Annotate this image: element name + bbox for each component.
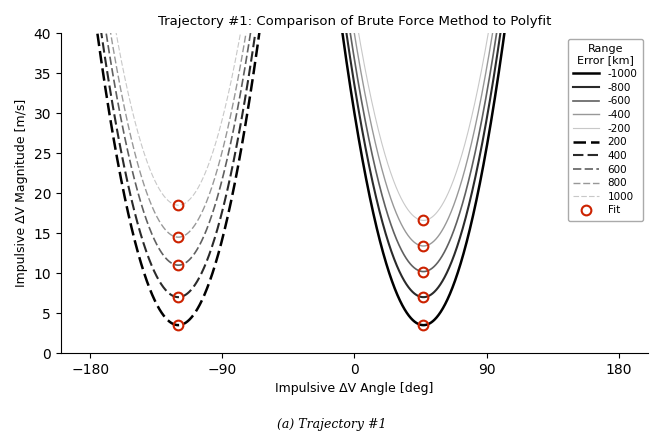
Y-axis label: Impulsive ΔV Magnitude [m/s]: Impulsive ΔV Magnitude [m/s] bbox=[15, 99, 28, 287]
Legend: -1000, -800, -600, -400, -200, 200, 400, 600, 800, 1000, Fit: -1000, -800, -600, -400, -200, 200, 400,… bbox=[568, 38, 643, 221]
X-axis label: Impulsive ΔV Angle [deg]: Impulsive ΔV Angle [deg] bbox=[275, 382, 434, 395]
Text: (a) Trajectory #1: (a) Trajectory #1 bbox=[276, 418, 387, 431]
Title: Trajectory #1: Comparison of Brute Force Method to Polyfit: Trajectory #1: Comparison of Brute Force… bbox=[158, 15, 551, 28]
